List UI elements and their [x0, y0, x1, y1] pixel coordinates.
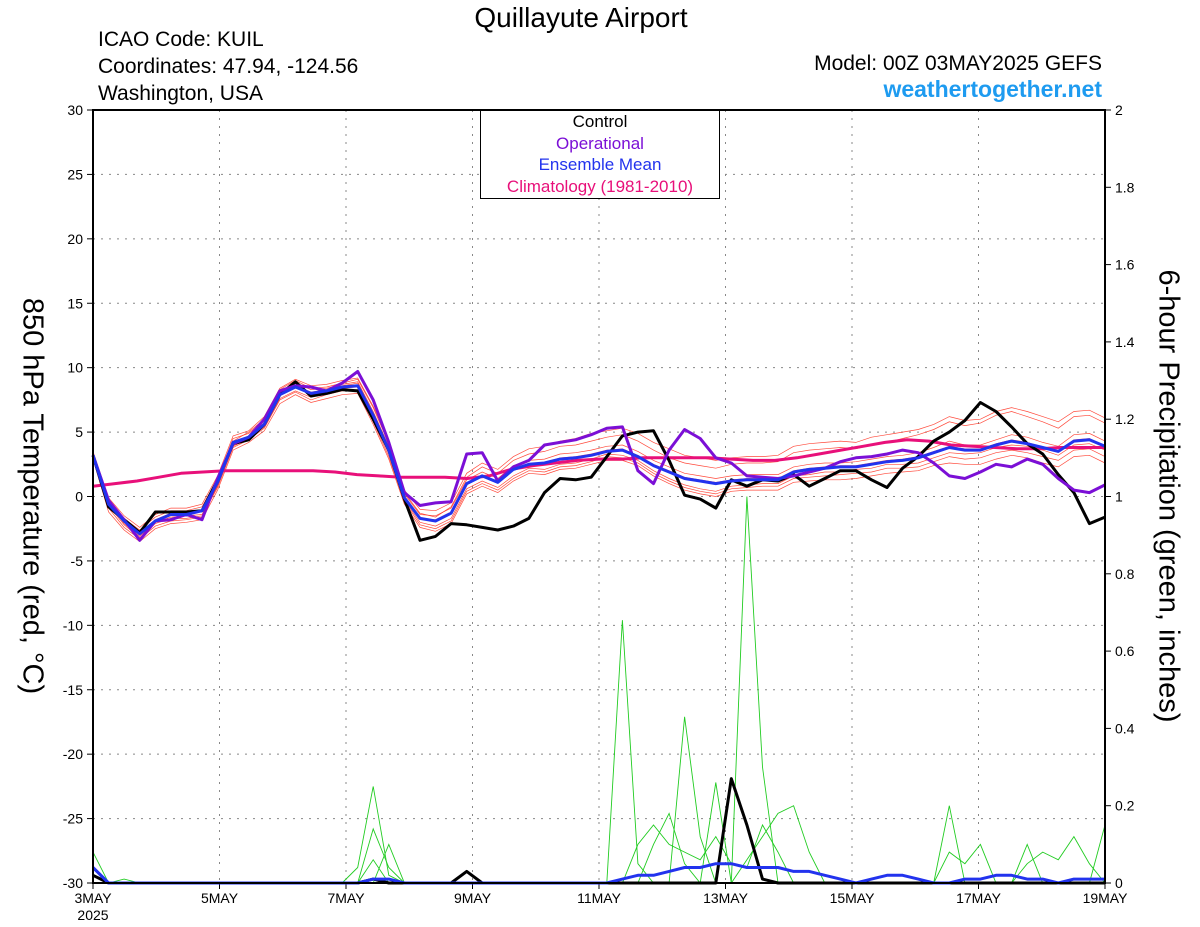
y2-tick-label: 2	[1115, 102, 1123, 118]
y2-tick-label: 0.6	[1115, 643, 1135, 659]
x-tick-label: 3MAY	[74, 890, 112, 906]
x-tick-label: 5MAY	[201, 890, 239, 906]
x-tick-label: 11MAY	[577, 890, 621, 906]
y-tick-label: -15	[63, 682, 83, 698]
y-tick-label: 30	[67, 102, 83, 118]
y-axis-label-left: 850 hPa Temperature (red, °C)	[16, 297, 49, 695]
y2-tick-label: 0.8	[1115, 566, 1135, 582]
x-tick-label: 17MAY	[956, 890, 1002, 906]
temp-series-control	[91, 380, 1106, 542]
y-tick-label: 15	[67, 295, 83, 311]
y-tick-label: 25	[67, 166, 83, 182]
temp-member-line	[92, 386, 1106, 537]
y-tick-label: -30	[63, 875, 83, 891]
y-tick-label: 20	[67, 231, 83, 247]
legend-item-ensemble-mean: Ensemble Mean	[538, 155, 662, 174]
y-tick-label: 10	[67, 360, 83, 376]
temp-series-operational	[91, 370, 1106, 542]
coordinates: Coordinates: 47.94, -124.56	[98, 55, 359, 78]
temp-series-climatology-1981-2010-	[92, 438, 1105, 488]
y2-tick-label: 1	[1115, 489, 1123, 505]
x-tick-label: 13MAY	[703, 890, 749, 906]
y2-tick-label: 1.8	[1115, 179, 1135, 195]
y2-tick-label: 0	[1115, 875, 1123, 891]
x-tick-sublabel: 2025	[77, 907, 108, 923]
model-run: Model: 00Z 03MAY2025 GEFS	[814, 52, 1102, 75]
y2-tick-label: 0.2	[1115, 798, 1135, 814]
y-tick-label: -10	[63, 617, 83, 633]
precip-member-line	[93, 782, 1106, 885]
x-tick-label: 19MAY	[1083, 890, 1129, 906]
legend-item-climatology: Climatology (1981-2010)	[506, 176, 694, 196]
legend-item-operational: Operational	[556, 133, 644, 153]
y2-tick-label: 1.2	[1115, 411, 1135, 427]
temp-series-ensemble-mean	[91, 384, 1106, 536]
y2-tick-label: 1.6	[1115, 257, 1135, 273]
y-tick-label: 5	[75, 424, 83, 440]
legend: Control Operational Ensemble Mean Climat…	[480, 110, 720, 199]
location: Washington, USA	[98, 82, 263, 105]
precip-series-ensemble-mean	[91, 862, 1105, 885]
x-tick-label: 9MAY	[454, 890, 492, 906]
y-axis-label-right: 6-hour Precipitation (green, inches)	[1152, 269, 1185, 723]
y2-tick-label: 0.4	[1115, 720, 1135, 736]
legend-item-control: Control	[572, 112, 628, 131]
x-tick-label: 15MAY	[830, 890, 876, 906]
y2-tick-label: 1.4	[1115, 334, 1135, 350]
y-tick-label: 0	[75, 489, 83, 505]
chart-title: Quillayute Airport	[474, 2, 688, 33]
y-tick-label: -25	[63, 811, 83, 827]
y-tick-label: -20	[63, 746, 83, 762]
x-tick-label: 7MAY	[327, 890, 365, 906]
icao-code: ICAO Code: KUIL	[98, 28, 264, 51]
site-link[interactable]: weathertogether.net	[883, 76, 1102, 102]
y-tick-label: -5	[71, 553, 84, 569]
